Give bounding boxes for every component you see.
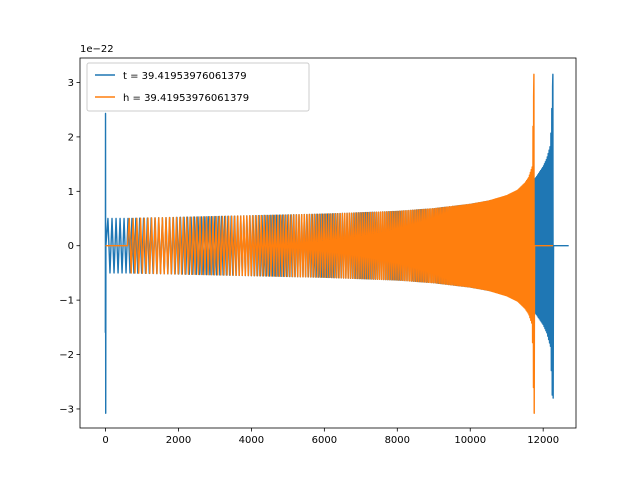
x-tick-label: 0 — [102, 435, 108, 446]
legend-label-t: t = 39.41953976061379 — [123, 71, 247, 82]
x-tick-label: 12000 — [527, 435, 559, 446]
legend-label-h: h = 39.41953976061379 — [123, 93, 249, 104]
x-tick-label: 6000 — [312, 435, 337, 446]
y-tick-label: 1 — [68, 187, 74, 198]
x-axis: 0 2000 4000 6000 8000 10000 12000 — [102, 428, 559, 446]
series-line-h — [105, 73, 554, 415]
y-tick-label: 0 — [68, 241, 74, 252]
legend: t = 39.41953976061379 h = 39.41953976061… — [86, 62, 310, 112]
x-tick-label: 8000 — [385, 435, 410, 446]
axes-frame — [79, 57, 577, 429]
y-axis: −3 −2 −1 0 1 2 3 — [59, 78, 80, 415]
x-tick-label: 10000 — [454, 435, 486, 446]
legend-box — [86, 62, 310, 112]
y-tick-label: 3 — [68, 78, 74, 89]
series-layer — [104, 73, 569, 415]
x-tick-label: 4000 — [239, 435, 264, 446]
y-tick-label: 2 — [68, 132, 74, 143]
y-tick-label: −2 — [59, 350, 74, 361]
x-tick-label: 2000 — [166, 435, 191, 446]
y-offset-label: 1e−22 — [80, 44, 114, 55]
y-tick-label: −1 — [59, 296, 74, 307]
y-tick-label: −3 — [59, 404, 74, 415]
